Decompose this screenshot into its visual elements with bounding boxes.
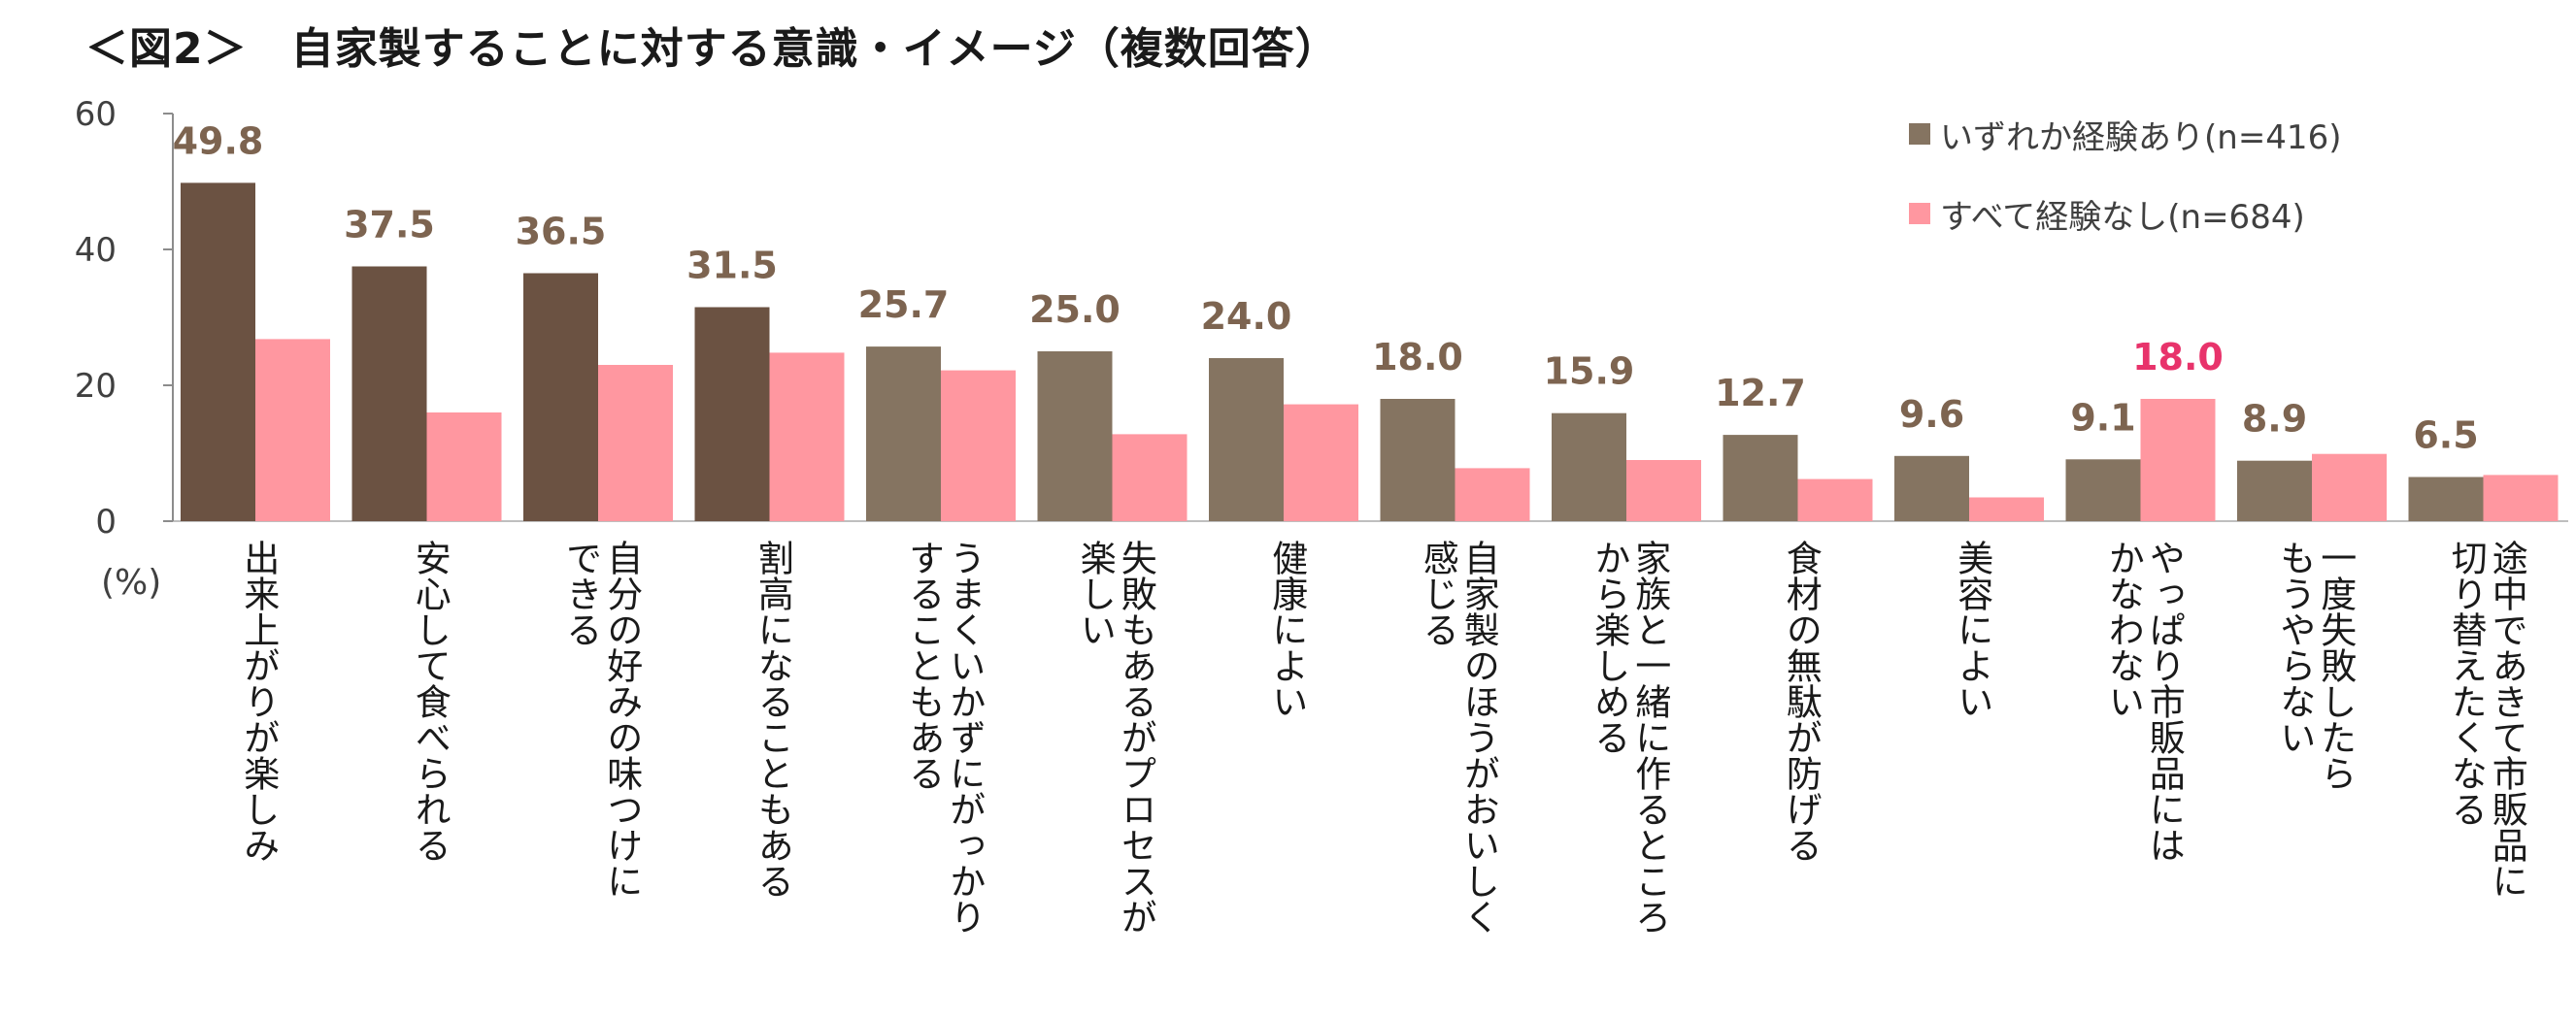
category-label-7-line-1: 感じる <box>1417 540 1458 647</box>
category-label-6: 健康によい <box>1266 540 1308 719</box>
value-label-experienced-5: 25.0 <box>1029 288 1121 331</box>
legend-item-no-experience: すべて経験なし(n=684) <box>1909 194 2341 237</box>
bar-no-experience-6 <box>1284 404 1358 521</box>
category-label-12-line-0: 一度失敗したら <box>2315 540 2357 791</box>
bar-experienced-6 <box>1209 358 1284 521</box>
y-tick-label-40: 40 <box>75 231 117 270</box>
category-label-4: うまくいかずにがっかりすることもある <box>903 540 986 935</box>
bar-experienced-11 <box>2065 459 2141 521</box>
bar-experienced-4 <box>866 346 941 521</box>
y-axis-unit-label: (%) <box>101 563 161 603</box>
category-label-5-line-0: 失敗もあるがプロセスが <box>1115 540 1156 935</box>
category-label-13: 途中であきて市販品に切り替えたくなる <box>2445 540 2527 899</box>
category-label-0: 出来上がりが楽しみ <box>238 540 280 863</box>
bar-experienced-8 <box>1552 412 1626 521</box>
value-label-experienced-12: 8.9 <box>2242 398 2307 441</box>
bar-experienced-12 <box>2237 460 2312 521</box>
bar-no-experience-3 <box>769 352 845 521</box>
bar-no-experience-13 <box>2483 475 2559 521</box>
bar-no-experience-11 <box>2140 399 2216 521</box>
bar-no-experience-1 <box>426 412 502 521</box>
category-label-11: やっぱり市販品にはかなわない <box>2102 540 2185 863</box>
category-label-10: 美容によい <box>1952 540 1993 719</box>
legend-swatch-no-experience <box>1909 203 1930 224</box>
category-label-0-line-0: 出来上がりが楽しみ <box>238 540 280 863</box>
category-label-1: 安心して食べられる <box>409 540 451 863</box>
value-label-experienced-10: 9.6 <box>1899 393 1964 436</box>
y-tick-label-0: 0 <box>95 503 117 542</box>
bar-experienced-0 <box>181 182 255 521</box>
value-label-experienced-0: 49.8 <box>173 119 264 162</box>
category-label-4-line-1: することもある <box>903 540 945 791</box>
category-label-13-line-1: 切り替えたくなる <box>2445 540 2487 827</box>
category-label-8-line-0: 家族と一緒に作るところ <box>1629 540 1671 935</box>
bar-no-experience-12 <box>2312 453 2387 521</box>
bar-experienced-10 <box>1894 455 1969 521</box>
bar-no-experience-10 <box>1969 497 2044 521</box>
value-label-experienced-9: 12.7 <box>1715 372 1806 414</box>
category-label-5: 失敗もあるがプロセスが楽しい <box>1074 540 1156 935</box>
chart-title: ＜図2＞ 自家製することに対する意識・イメージ（複数回答） <box>85 24 1339 74</box>
category-label-2-line-1: できる <box>560 540 602 647</box>
bar-experienced-1 <box>351 266 427 521</box>
value-label-experienced-13: 6.5 <box>2413 414 2478 457</box>
bar-experienced-13 <box>2408 477 2484 521</box>
value-label-experienced-1: 37.5 <box>344 204 435 247</box>
category-label-12: 一度失敗したらもうやらない <box>2274 540 2357 791</box>
legend-swatch-experienced <box>1909 123 1930 145</box>
bar-no-experience-5 <box>1112 434 1188 521</box>
bar-experienced-9 <box>1723 435 1798 521</box>
legend: いずれか経験あり(n=416) すべて経験なし(n=684) <box>1909 115 2341 274</box>
value-label-experienced-4: 25.7 <box>858 283 950 326</box>
category-label-3-line-0: 割高になることもある <box>752 540 793 899</box>
bar-no-experience-4 <box>941 370 1016 521</box>
category-label-12-line-1: もうやらない <box>2274 540 2316 755</box>
category-label-10-line-0: 美容によい <box>1952 540 1993 719</box>
category-label-1-line-0: 安心して食べられる <box>409 540 451 863</box>
bar-no-experience-2 <box>598 365 673 521</box>
category-label-2-line-0: 自分の好みの味つけに <box>601 540 644 899</box>
legend-label-no-experience: すべて経験なし(n=684) <box>1940 197 2305 237</box>
legend-item-experienced: いずれか経験あり(n=416) <box>1909 115 2341 157</box>
bar-no-experience-9 <box>1797 478 1873 521</box>
y-tick-label-60: 60 <box>75 95 117 134</box>
category-label-4-line-0: うまくいかずにがっかり <box>944 540 986 935</box>
category-label-7-line-0: 自家製のほうがおいしく <box>1457 540 1499 935</box>
bar-experienced-3 <box>694 307 770 521</box>
value-label-no-experience-11: 18.0 <box>2132 336 2224 378</box>
y-tick-label-20: 20 <box>75 367 117 406</box>
legend-label-experienced: いずれか経験あり(n=416) <box>1940 117 2342 157</box>
category-label-6-line-0: 健康によい <box>1266 540 1308 719</box>
value-label-experienced-8: 15.9 <box>1544 350 1635 393</box>
bar-experienced-5 <box>1037 351 1113 521</box>
value-label-experienced-11: 9.1 <box>2070 396 2135 439</box>
category-label-11-line-1: かなわない <box>2102 540 2144 719</box>
category-label-2: 自分の好みの味つけにできる <box>560 540 644 899</box>
bar-experienced-2 <box>523 273 598 521</box>
category-label-7: 自家製のほうがおいしく感じる <box>1417 540 1499 935</box>
category-label-9: 食材の無駄が防げる <box>1780 540 1823 863</box>
category-label-5-line-1: 楽しい <box>1074 540 1116 647</box>
category-label-11-line-0: やっぱり市販品には <box>2143 540 2185 863</box>
bar-experienced-7 <box>1380 399 1455 521</box>
value-label-experienced-2: 36.5 <box>516 211 607 253</box>
value-label-experienced-6: 24.0 <box>1201 295 1292 338</box>
category-label-3: 割高になることもある <box>752 540 793 899</box>
category-label-13-line-0: 途中であきて市販品に <box>2486 540 2527 899</box>
category-label-8: 家族と一緒に作るところから楽しめる <box>1589 540 1671 935</box>
category-label-8-line-1: から楽しめる <box>1589 540 1630 755</box>
bar-no-experience-8 <box>1626 460 1701 521</box>
category-label-9-line-0: 食材の無駄が防げる <box>1780 540 1823 863</box>
value-label-experienced-3: 31.5 <box>686 245 778 287</box>
value-label-experienced-7: 18.0 <box>1372 336 1463 378</box>
bar-no-experience-7 <box>1455 468 1530 521</box>
bar-no-experience-0 <box>255 339 330 521</box>
